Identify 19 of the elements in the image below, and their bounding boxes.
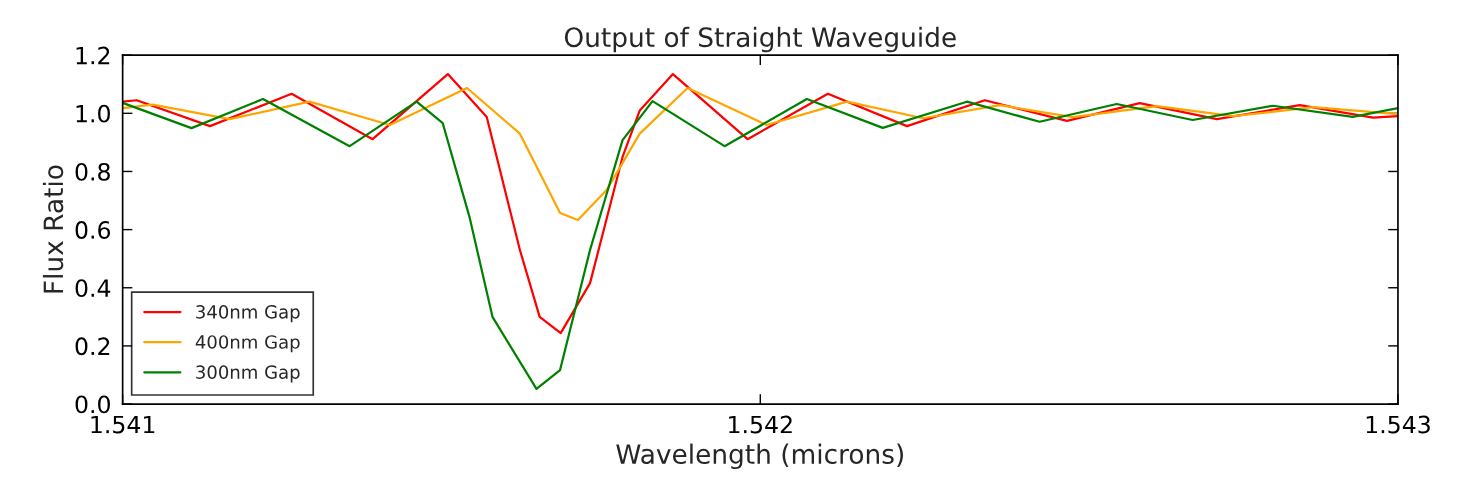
x-tick-label: 1.541 xyxy=(91,415,155,434)
y-tick-label: 0.8 xyxy=(75,162,110,181)
legend-label: 340nm Gap xyxy=(196,305,300,323)
line-series xyxy=(122,86,1398,222)
line-series xyxy=(122,72,1398,335)
y-tick-label: 0.2 xyxy=(75,337,110,356)
y-tick-label: 1.0 xyxy=(76,104,110,123)
y-tick-label: 0.0 xyxy=(75,395,110,414)
x-axis-title: Wavelength (microns) xyxy=(616,443,903,470)
y-axis-title: Flux Ratio xyxy=(42,165,64,293)
x-tick-label: 1.542 xyxy=(729,415,792,434)
legend-label: 400nm Gap xyxy=(195,335,300,353)
x-tick-label: 1.543 xyxy=(1366,415,1430,434)
y-tick-label: 0.6 xyxy=(75,221,111,239)
y-tick-label: 0.4 xyxy=(75,279,111,298)
chart-title: Output of Straight Waveguide xyxy=(564,26,956,53)
line-series xyxy=(122,97,1398,391)
legend-label: 300nm Gap xyxy=(196,365,300,383)
y-tick-label: 1.2 xyxy=(76,46,110,65)
